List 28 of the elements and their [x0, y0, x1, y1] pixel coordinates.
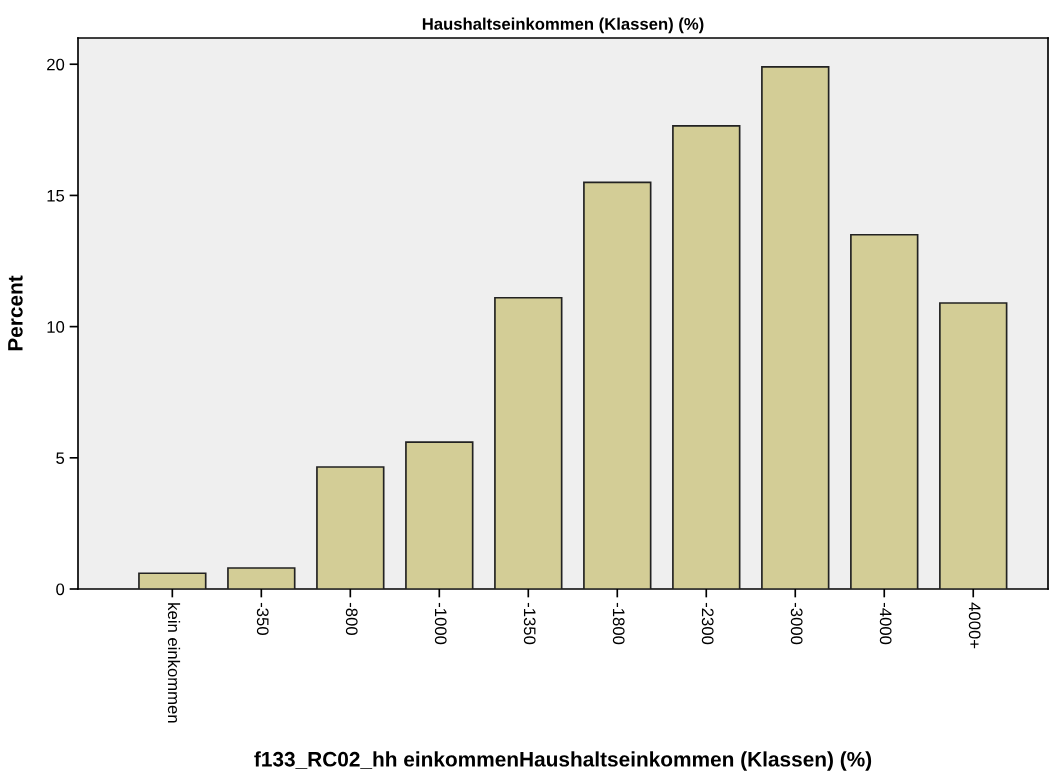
y-tick-label: 0	[56, 583, 65, 596]
y-tick-label: 20	[47, 58, 65, 71]
bar	[939, 302, 1008, 589]
x-tick-label: -1350	[523, 602, 536, 645]
y-tick-label: 10	[47, 321, 65, 333]
x-tick-label: 4000+	[968, 602, 981, 649]
bar	[850, 233, 919, 589]
y-tick-label: 5	[56, 452, 65, 465]
bar	[761, 66, 830, 589]
y-axis-title: Percent	[8, 275, 23, 351]
bar	[405, 441, 474, 589]
bar	[494, 296, 563, 589]
x-tick-label: -4000	[879, 602, 892, 645]
bar	[583, 181, 652, 589]
x-tick-label: -350	[256, 602, 269, 635]
chart-title: Haushaltseinkommen (Klassen) (%)	[422, 17, 704, 34]
y-tick-label: 15	[47, 190, 65, 202]
x-axis-title: f133_RC02_hh einkommenHaushaltseinkommen (Klassen) (%)	[254, 751, 872, 771]
bar	[672, 125, 741, 589]
x-tick-label: kein einkommen	[167, 603, 181, 723]
x-tick-label: -3000	[790, 602, 803, 645]
x-tick-label: -1800	[612, 602, 625, 645]
x-tick-label: -800	[345, 602, 358, 635]
bar	[316, 466, 385, 589]
bar	[227, 567, 296, 589]
x-tick-label: -1000	[434, 602, 447, 645]
x-tick-label: -2300	[701, 602, 714, 645]
bar	[138, 572, 207, 589]
